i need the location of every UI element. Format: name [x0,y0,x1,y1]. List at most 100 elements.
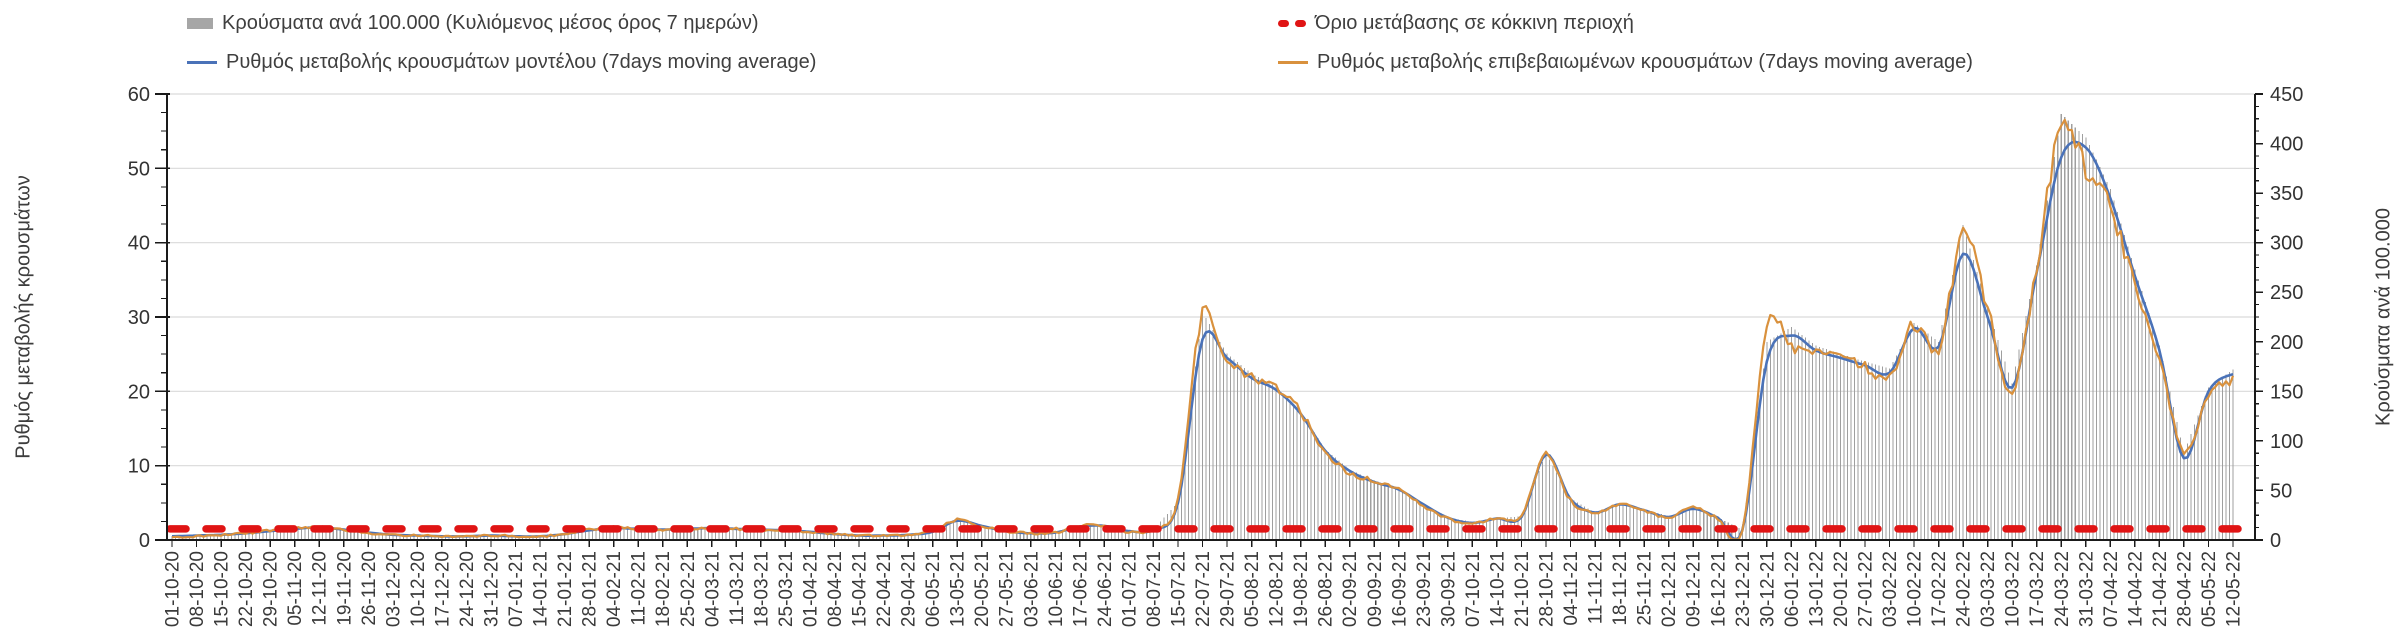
svg-text:22-04-21: 22-04-21 [874,551,895,627]
svg-text:09-12-21: 09-12-21 [1684,551,1705,627]
tick-marks [155,93,2263,547]
svg-text:14-10-21: 14-10-21 [1487,551,1508,627]
svg-text:22-07-21: 22-07-21 [1193,551,1214,627]
svg-text:30-09-21: 30-09-21 [1438,551,1459,627]
svg-text:22-10-20: 22-10-20 [236,551,257,627]
tick-labels: 0 10 20 30 40 50 60 0 50 100 150 200 250 300 350 400 450 [128,84,2304,552]
svg-text:17-12-20: 17-12-20 [432,551,453,627]
svg-text:01-07-21: 01-07-21 [1119,551,1140,627]
svg-text:0: 0 [139,530,150,552]
svg-text:08-07-21: 08-07-21 [1144,551,1165,627]
svg-text:28-10-21: 28-10-21 [1537,551,1558,627]
svg-text:29-04-21: 29-04-21 [899,551,920,627]
svg-text:24-03-22: 24-03-22 [2052,551,2073,627]
legend-label-threshold: Όριο μετάβασης σε κόκκινη περιοχή [1315,11,1634,34]
svg-text:24-12-20: 24-12-20 [457,551,478,627]
red-dash-segment [1278,19,1289,27]
bars-series [171,113,2234,540]
svg-text:29-10-20: 29-10-20 [261,551,282,627]
svg-text:12-05-22: 12-05-22 [2224,551,2245,627]
svg-text:18-03-21: 18-03-21 [751,551,772,627]
svg-text:20-01-22: 20-01-22 [1831,551,1852,627]
svg-text:450: 450 [2270,84,2303,106]
legend-label-incidence: Κρούσματα ανά 100.000 (Κυλιόμενος μέσος … [222,11,759,34]
svg-text:19-08-21: 19-08-21 [1291,551,1312,627]
legend-item-confirmed: Ρυθμός μεταβολής επιβεβαιωμένων κρουσμάτ… [1278,50,1973,74]
svg-text:11-02-21: 11-02-21 [629,551,650,626]
svg-text:09-09-21: 09-09-21 [1365,551,1386,627]
svg-text:07-01-21: 07-01-21 [506,551,527,627]
svg-text:17-02-22: 17-02-22 [1929,551,1950,627]
svg-text:10: 10 [128,456,150,478]
svg-text:16-09-21: 16-09-21 [1389,551,1410,627]
svg-text:13-05-21: 13-05-21 [948,551,969,627]
legend-item-model: Ρυθμός μεταβολής κρουσμάτων μοντέλου (7d… [187,50,816,74]
svg-text:25-11-21: 25-11-21 [1635,551,1656,626]
svg-text:50: 50 [2270,480,2292,502]
svg-text:13-01-22: 13-01-22 [1806,551,1827,627]
svg-text:01-04-21: 01-04-21 [800,551,821,627]
svg-text:10-02-22: 10-02-22 [1905,551,1926,627]
svg-text:250: 250 [2270,282,2303,304]
svg-text:04-03-21: 04-03-21 [702,551,723,627]
svg-text:12-11-20: 12-11-20 [310,551,331,626]
svg-text:04-11-21: 04-11-21 [1561,551,1582,626]
svg-text:21-04-22: 21-04-22 [2150,551,2171,627]
svg-text:20: 20 [128,381,150,403]
svg-text:11-11-21: 11-11-21 [1586,551,1607,624]
svg-text:27-01-22: 27-01-22 [1855,551,1876,627]
svg-text:26-11-20: 26-11-20 [359,551,380,626]
svg-text:06-01-22: 06-01-22 [1782,551,1803,627]
svg-text:03-03-22: 03-03-22 [1978,551,1999,627]
svg-text:19-11-20: 19-11-20 [334,551,355,626]
svg-text:03-06-21: 03-06-21 [1021,551,1042,627]
svg-text:40: 40 [128,233,150,255]
legend-item-threshold: Όριο μετάβασης σε κόκκινη περιοχή [1278,11,1634,35]
red-dash-segment [1295,19,1306,27]
svg-text:18-11-21: 18-11-21 [1610,551,1631,626]
svg-text:05-08-21: 05-08-21 [1242,551,1263,627]
svg-text:21-01-21: 21-01-21 [555,551,576,627]
blue-line-swatch-icon [187,60,217,64]
svg-text:02-09-21: 02-09-21 [1340,551,1361,627]
svg-text:10-06-21: 10-06-21 [1046,551,1067,627]
svg-text:06-05-21: 06-05-21 [923,551,944,627]
x-tick-labels: 01-10-20 08-10-20 15-10-20 22-10-20 29-10-20… [163,551,2245,627]
svg-text:01-10-20: 01-10-20 [163,551,184,627]
svg-text:60: 60 [128,84,150,106]
svg-text:18-02-21: 18-02-21 [653,551,674,627]
legend-item-incidence: Κρούσματα ανά 100.000 (Κυλιόμενος μέσος … [187,11,759,35]
svg-text:28-01-21: 28-01-21 [580,551,601,627]
svg-text:29-07-21: 29-07-21 [1218,551,1239,627]
svg-text:100: 100 [2270,431,2303,453]
svg-text:50: 50 [128,158,150,180]
red-dashes-swatch-icon [1278,19,1306,27]
svg-text:14-01-21: 14-01-21 [531,551,552,627]
svg-text:25-02-21: 25-02-21 [678,551,699,627]
svg-text:400: 400 [2270,134,2303,156]
svg-text:15-07-21: 15-07-21 [1168,551,1189,627]
svg-text:21-10-21: 21-10-21 [1512,551,1533,627]
svg-text:17-06-21: 17-06-21 [1070,551,1091,627]
legend-label-confirmed: Ρυθμός μεταβολής επιβεβαιωμένων κρουσμάτ… [1317,50,1973,73]
svg-text:30-12-21: 30-12-21 [1757,551,1778,627]
svg-text:15-04-21: 15-04-21 [850,551,871,627]
svg-text:31-03-22: 31-03-22 [2076,551,2097,627]
svg-text:14-04-22: 14-04-22 [2125,551,2146,627]
svg-text:31-12-20: 31-12-20 [481,551,502,627]
svg-text:16-12-21: 16-12-21 [1708,551,1729,627]
svg-text:23-09-21: 23-09-21 [1414,551,1435,627]
svg-text:05-05-22: 05-05-22 [2199,551,2220,627]
gray-bar-swatch-icon [187,17,213,29]
svg-text:27-05-21: 27-05-21 [997,551,1018,627]
svg-text:11-03-21: 11-03-21 [727,551,748,626]
svg-text:07-04-22: 07-04-22 [2101,551,2122,627]
svg-text:08-10-20: 08-10-20 [187,551,208,627]
svg-text:04-02-21: 04-02-21 [604,551,625,627]
svg-text:26-08-21: 26-08-21 [1316,551,1337,627]
svg-text:03-02-22: 03-02-22 [1880,551,1901,627]
svg-text:17-03-22: 17-03-22 [2027,551,2048,627]
svg-text:10-12-20: 10-12-20 [408,551,429,627]
